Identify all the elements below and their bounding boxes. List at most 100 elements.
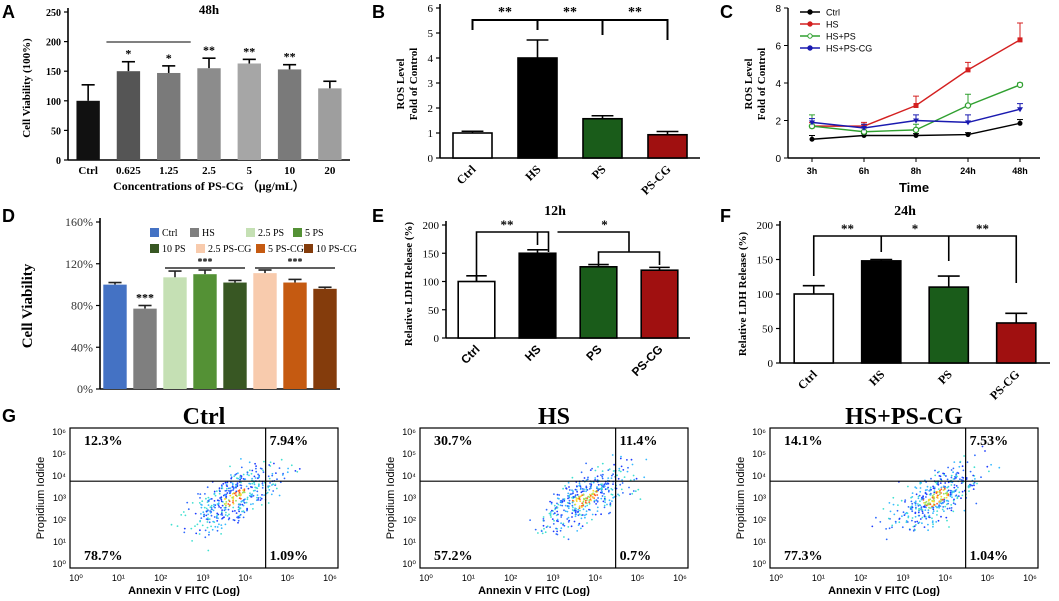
event-dot [220,498,223,501]
event-dot [585,490,587,493]
event-dot [937,519,940,522]
event-dot [591,518,593,521]
y-tick-label: 10⁰ [52,559,66,569]
event-dot [206,486,209,489]
y-tick-label: 10² [53,515,66,525]
y-axis-label: Relative LDH Release (%) [737,232,749,357]
event-dot [593,500,596,503]
event-dot [953,486,956,489]
event-dot [914,500,917,503]
event-dot [938,493,941,496]
event-dot [215,490,218,492]
significance-mark: ** [284,50,296,64]
event-dot [911,519,913,522]
x-tick-label: 5 [247,165,253,177]
event-dot [936,497,939,499]
event-dot [579,509,581,512]
event-dot [553,519,555,522]
legend-label: 5 PS [305,228,324,239]
event-dot [974,478,976,480]
y-tick-label: 10⁴ [52,471,66,481]
event-dot [574,494,577,496]
bracket-path [880,236,950,261]
event-dot [591,513,594,516]
x-axis-label: Concentrations of PS-CG （μg/mL） [113,178,305,193]
event-dot [551,509,553,512]
y-tick-label: 2 [428,103,434,115]
event-dot [600,513,602,516]
quadrant-ul: 12.3% [84,434,123,449]
event-dot [580,527,582,530]
x-tick-label: PS-CG [638,162,673,197]
event-dot [589,494,592,497]
event-dot [917,495,920,498]
event-dot [962,477,965,479]
event-dot [560,516,563,518]
event-dot [967,486,970,489]
event-dot [559,500,562,503]
event-dot [224,494,227,497]
y-tick-label: 2 [775,117,781,128]
event-dot [220,500,223,503]
event-dot [953,498,955,501]
event-dot [213,505,215,508]
x-tick-label: PS [589,162,609,182]
event-dot [940,486,943,489]
event-dot [221,509,224,511]
event-dot [950,469,953,471]
event-dot [255,467,257,470]
event-dot [901,526,904,529]
event-dot [611,500,613,502]
event-dot [919,482,922,485]
event-dot [208,521,211,524]
event-dot [582,503,585,506]
event-dot [213,516,216,518]
event-dot [604,498,607,501]
significance-mark: ** [628,5,642,20]
event-dot [927,523,929,526]
event-dot [578,505,581,508]
event-dot [623,476,626,478]
event-dot [569,493,572,496]
event-dot [581,506,583,508]
event-dot [938,501,941,503]
event-dot [931,496,934,499]
y-axis-label-2: Fold of Control [756,48,768,121]
event-dot [298,468,301,470]
event-dot [937,494,939,497]
event-dot [949,491,952,494]
event-dot [544,531,547,534]
event-dot [966,461,969,464]
event-dot [581,488,584,490]
event-dot [215,517,218,519]
event-dot [924,492,927,495]
event-dot [906,512,909,515]
event-dot [946,503,948,506]
event-dot [560,527,563,530]
event-dot [196,523,199,526]
event-dot [278,467,281,469]
x-tick-label: 2.5 [202,165,216,177]
event-dot [545,526,548,528]
event-dot [928,493,931,496]
event-dot [593,499,596,502]
event-dot [917,522,920,525]
event-dot [211,508,213,511]
event-dot [229,465,231,468]
event-dot [280,458,283,461]
event-dot [622,492,624,494]
event-dot [561,514,563,516]
event-dot [242,491,245,493]
event-dot [248,494,251,497]
y-axis-label-2: Fold of Control [408,48,420,121]
event-dot [926,489,928,491]
event-dot [200,517,203,519]
x-tick-label: HS [522,342,544,364]
event-dot [213,492,216,495]
event-dot [246,498,249,501]
event-dot [221,511,223,513]
event-dot [227,503,230,505]
event-dot [226,515,229,517]
event-dot [953,484,956,486]
event-dot [961,465,964,468]
